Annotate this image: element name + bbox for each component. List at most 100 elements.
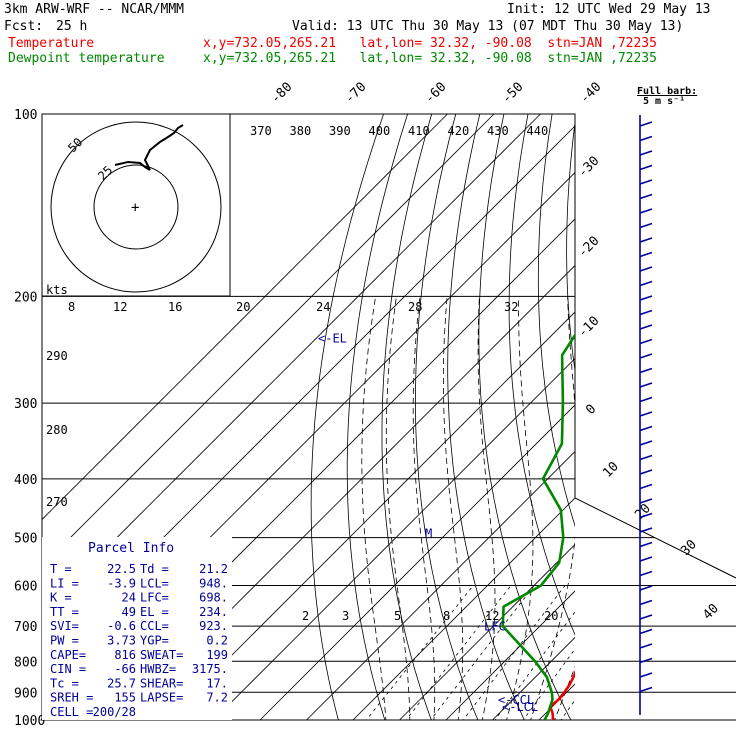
parcel-info-box: Parcel Info T = 22.5 Td = 21.2 LI = -3.9 LCL= 94… <box>42 537 232 720</box>
dry-adiabat-line <box>414 114 479 720</box>
parcel-info-key: K = <box>50 591 72 605</box>
wind-barb <box>639 164 653 171</box>
isotherm-lines <box>42 114 740 720</box>
wind-barb <box>639 469 653 475</box>
parcel-info-value: 21.2 <box>199 562 228 576</box>
mixing-ratio-line <box>522 648 575 720</box>
parcel-info-value: 17. <box>206 676 228 690</box>
isotherm-label: -70 <box>342 80 369 107</box>
level-annotation: <-CCL <box>498 693 534 707</box>
valid-time: Valid: 13 UTC Thu 30 May 13 (07 MDT Thu … <box>292 19 684 34</box>
dry-adiabat-line <box>508 114 575 636</box>
isotherm-label: 20 <box>632 501 654 523</box>
parcel-info-key: TT = <box>50 605 79 619</box>
parcel-info-value: 234. <box>199 605 228 619</box>
speed-scale-label: 24 <box>316 300 330 314</box>
wind-barb <box>639 556 653 562</box>
wind-barb <box>639 266 653 272</box>
wind-barb <box>639 309 653 316</box>
parcel-info-value: 0.2 <box>206 634 228 648</box>
wind-barb <box>639 121 653 127</box>
wind-barb <box>639 338 653 345</box>
mixing-ratio-line <box>494 611 575 720</box>
isotherm-label: 30 <box>678 537 700 559</box>
isotherm-label: -40 <box>577 80 604 107</box>
isotherm-line <box>42 114 448 521</box>
wind-barb <box>639 295 653 301</box>
wind-barb <box>639 353 653 359</box>
theta-label: 290 <box>46 349 68 363</box>
mixing-ratio-label: 12 <box>485 609 499 623</box>
speed-scale-label: 8 <box>68 300 75 314</box>
dry-adiabat-line <box>478 114 572 720</box>
pressure-tick-label: 700 <box>14 620 37 635</box>
theta-label: 440 <box>527 124 549 138</box>
isotherm-line <box>445 590 575 720</box>
wind-barb <box>639 425 653 432</box>
wind-barb <box>639 628 653 635</box>
parcel-info-key: EL = <box>140 605 169 619</box>
wind-barb <box>639 367 653 374</box>
temperature-legend: Temperature <box>8 36 95 51</box>
wind-barb <box>639 512 653 519</box>
theta-label: 390 <box>329 124 351 138</box>
mixing-ratio-line <box>430 585 535 720</box>
pressure-tick-label: 400 <box>14 473 37 488</box>
forecast-label: Fcst: <box>4 19 44 34</box>
mixing-ratio-label: 8 <box>443 609 450 623</box>
dry-adiabat-line <box>697 114 740 733</box>
parcel-info-key: CIN = <box>50 662 86 676</box>
isotherm-label: -50 <box>499 80 526 107</box>
wind-barb <box>639 585 653 591</box>
isotherm-line <box>632 114 740 720</box>
parcel-info-key: CELL = <box>50 705 93 719</box>
model-title: 3km ARW-WRF -- NCAR/MMM <box>4 2 185 17</box>
wind-barb <box>639 599 653 606</box>
parcel-info-value: 7.2 <box>206 691 228 705</box>
parcel-info-value: 22.5 <box>107 562 136 576</box>
level-annotation: LFC <box>484 619 506 633</box>
parcel-info-key: HWBZ= <box>140 662 176 676</box>
dry-adiabat-line <box>647 114 740 733</box>
parcel-info-value: 155 <box>114 691 136 705</box>
mixing-ratio-label: 3 <box>342 609 349 623</box>
moist-adiabat-line <box>530 296 575 720</box>
hodograph-ring <box>93 164 179 250</box>
dry-adiabat-line <box>594 114 740 733</box>
wind-barb <box>639 643 653 649</box>
parcel-info-value: 923. <box>199 619 228 633</box>
parcel-info-value: 49 <box>122 605 136 619</box>
hodograph-unit: kts <box>46 283 68 297</box>
isotherm-line <box>42 114 495 567</box>
parcel-info-key: SWEAT= <box>140 648 183 662</box>
dry-adiabat-line <box>566 119 575 374</box>
parcel-info-key: T = <box>50 562 72 576</box>
wind-barb <box>639 411 653 417</box>
parcel-info-value: 816 <box>114 648 136 662</box>
dry-adiabat-line <box>537 114 575 528</box>
wind-barb <box>639 672 653 678</box>
parcel-info-title: Parcel Info <box>88 541 174 556</box>
parcel-info-value: 948. <box>199 576 228 590</box>
isotherm-line <box>352 497 575 720</box>
moist-adiabat-line <box>506 296 534 720</box>
mixing-ratio-line <box>405 585 512 720</box>
moist-adiabat-line <box>554 665 575 720</box>
moist-adiabat-line <box>596 296 740 732</box>
wind-barb <box>639 541 653 548</box>
hodograph-trace <box>114 124 184 171</box>
barb-legend-unit: 5 m s⁻¹ <box>643 96 685 107</box>
dewpoint-location: x,y=732.05,265.21 lat,lon= 32.32, -90.08… <box>203 51 657 66</box>
parcel-info-key: CCL= <box>140 619 169 633</box>
parcel-info-background <box>42 537 232 720</box>
wind-barbs <box>639 115 653 715</box>
parcel-info-value: 199 <box>206 648 228 662</box>
parcel-info-key: LCL= <box>140 576 169 590</box>
theta-label: 430 <box>487 124 509 138</box>
mixing-ratio-label: 20 <box>544 609 558 623</box>
wind-barb <box>639 396 653 403</box>
isotherm-label: -30 <box>575 154 602 181</box>
mixing-ratio-line <box>365 585 474 720</box>
isotherm-line <box>166 311 575 720</box>
wind-barb <box>639 222 653 229</box>
